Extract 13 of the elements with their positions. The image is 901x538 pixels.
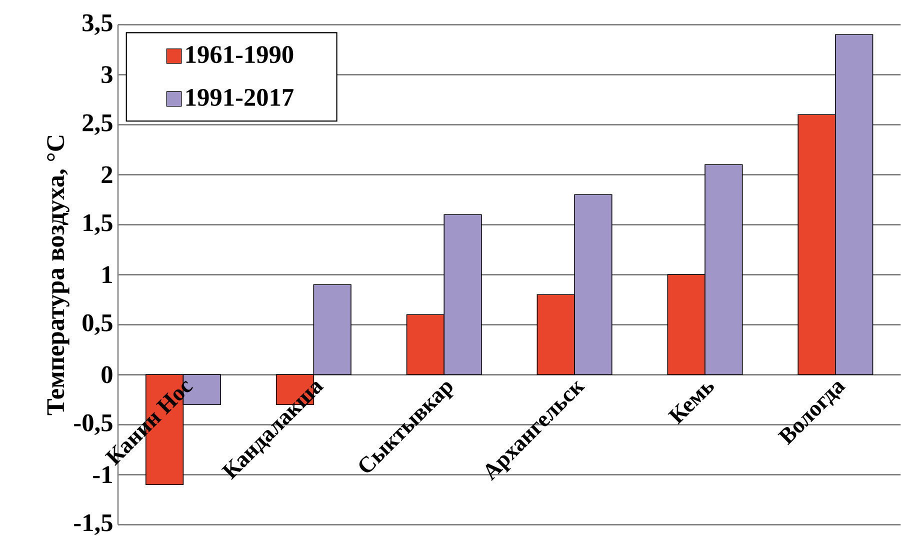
y-tick-label: 0,5 <box>82 314 112 336</box>
y-tick-label: 1,5 <box>84 214 112 235</box>
y-tick-label: 2,5 <box>82 114 112 135</box>
y-tick-label: 1 <box>102 266 112 284</box>
y-tick-label: 2 <box>102 166 112 184</box>
y-tick-label: 3 <box>102 66 112 84</box>
y-tick-label: 0 <box>102 366 112 384</box>
y-axis-title: Температура воздуха, °С <box>47 136 70 416</box>
y-tick-label: -1 <box>93 466 112 484</box>
legend-label: 1961-1990 <box>186 46 294 64</box>
y-tick-label: -1,5 <box>74 514 112 535</box>
legend-label: 1991-2017 <box>186 88 294 106</box>
y-tick-label: 3,5 <box>82 14 112 35</box>
